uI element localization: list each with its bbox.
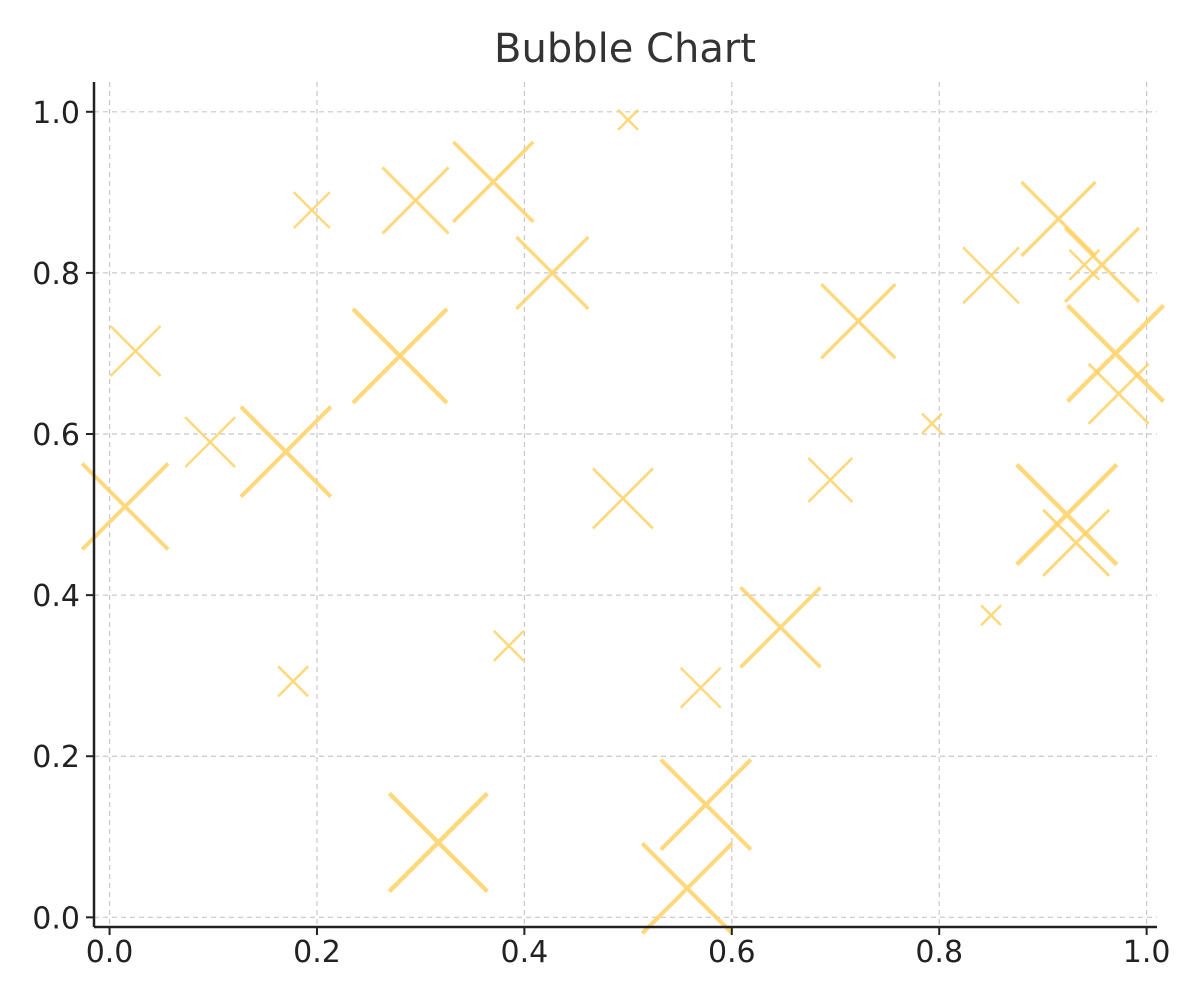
x-tick-label: 0.8 bbox=[915, 935, 963, 970]
data-point bbox=[1065, 303, 1166, 404]
data-point bbox=[451, 140, 535, 224]
data-point bbox=[1015, 462, 1119, 567]
data-point bbox=[1087, 362, 1150, 425]
data-point bbox=[239, 405, 333, 499]
markers bbox=[80, 108, 1166, 935]
data-point bbox=[617, 108, 639, 131]
chart-title: Bubble Chart bbox=[494, 26, 756, 72]
data-point bbox=[921, 412, 943, 435]
data-point bbox=[492, 629, 525, 662]
x-tick-label: 0.0 bbox=[86, 935, 134, 970]
data-point bbox=[1068, 248, 1101, 281]
data-point bbox=[515, 235, 590, 311]
data-point bbox=[591, 467, 654, 530]
data-point bbox=[184, 416, 237, 468]
x-tick-label: 0.2 bbox=[293, 935, 341, 970]
y-tick-label: 0.4 bbox=[32, 579, 80, 614]
y-tick-label: 0.0 bbox=[32, 901, 80, 936]
data-point bbox=[1063, 226, 1141, 304]
data-point bbox=[980, 604, 1002, 627]
axes: 0.0 0.2 0.4 0.6 0.8 1.0 0.0 0.2 0.4 0.6 0.8 1.0 bbox=[32, 82, 1170, 970]
x-tick-label: 0.4 bbox=[501, 935, 549, 970]
data-point bbox=[659, 758, 753, 852]
data-point bbox=[679, 666, 722, 709]
data-point bbox=[109, 325, 162, 377]
data-point bbox=[351, 307, 449, 405]
grid bbox=[94, 82, 1157, 927]
data-point bbox=[381, 166, 450, 235]
y-tick-label: 0.6 bbox=[32, 418, 80, 453]
data-point bbox=[80, 462, 170, 551]
data-point bbox=[277, 665, 310, 698]
data-point bbox=[807, 457, 854, 503]
data-point bbox=[640, 841, 734, 935]
y-tick-label: 0.2 bbox=[32, 740, 80, 775]
data-point bbox=[820, 283, 897, 360]
data-point bbox=[739, 586, 822, 669]
y-tick-label: 0.8 bbox=[32, 257, 80, 292]
x-tick-label: 0.6 bbox=[708, 935, 756, 970]
data-point bbox=[292, 191, 331, 229]
x-tick-label: 1.0 bbox=[1123, 935, 1171, 970]
data-point bbox=[387, 791, 489, 893]
data-point bbox=[1042, 508, 1111, 577]
data-point bbox=[962, 246, 1020, 305]
y-tick-label: 1.0 bbox=[32, 96, 80, 131]
